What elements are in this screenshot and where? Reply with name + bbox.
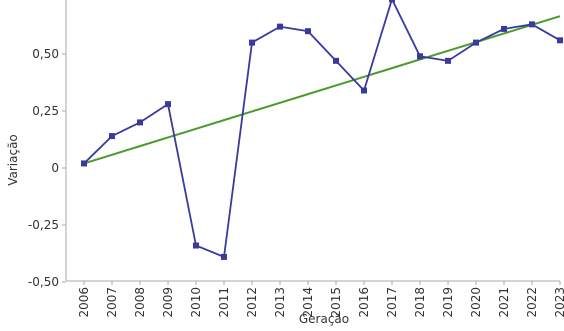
y-tick-label: 0 [51,161,59,175]
x-axis-title: Geração [299,312,349,326]
series-line [83,0,561,259]
data-point [557,37,563,44]
x-tick-label: 2012 [245,287,259,318]
x-tick-label: 2022 [525,287,539,318]
x-tick-label: 2019 [441,287,455,318]
data-point [277,23,283,30]
data-point [193,242,199,249]
x-tick-label: 2013 [273,287,287,318]
y-tick-label: 0,25 [32,104,59,118]
data-point [137,119,143,126]
data-point [165,101,171,108]
x-tick-label: 2021 [497,287,511,318]
data-point [501,25,507,32]
data-point [361,87,367,94]
y-tick-label: 0,50 [32,47,59,61]
x-ticks: 2006 2007 2008 2009 2010 2011 2012 2013 2014 2015… [77,281,564,318]
x-tick-label: 2006 [77,287,91,318]
data-point [109,133,115,140]
data-point [389,0,395,3]
data-point [305,28,311,35]
y-tick-label: -0,50 [28,275,59,289]
x-tick-label: 2017 [385,287,399,318]
x-tick-label: 2008 [133,287,147,318]
x-tick-label: 2020 [469,287,483,318]
x-tick-label: 2015 [329,287,343,318]
data-point [249,39,255,46]
x-tick-label: 2014 [301,287,315,318]
y-tick-label: -0,25 [28,218,59,232]
x-tick-label: 2011 [217,287,231,318]
data-point [417,53,423,60]
data-point [445,57,451,64]
data-point [529,21,535,28]
data-point [473,39,479,46]
y-axis-title: Variação [6,134,20,186]
x-tick-label: 2010 [189,287,203,318]
x-tick-label: 2009 [161,287,175,318]
x-tick-label: 2018 [413,287,427,318]
data-point [333,57,339,64]
axes [65,0,560,282]
trendline [83,15,561,165]
x-tick-label: 2023 [553,287,564,318]
data-point [221,253,227,260]
series [81,0,563,260]
x-tick-label: 2007 [105,287,119,318]
x-tick-label: 2016 [357,287,371,318]
data-point [81,160,87,167]
y-ticks: 0,50 0,25 0 -0,25 -0,50 [28,47,66,289]
